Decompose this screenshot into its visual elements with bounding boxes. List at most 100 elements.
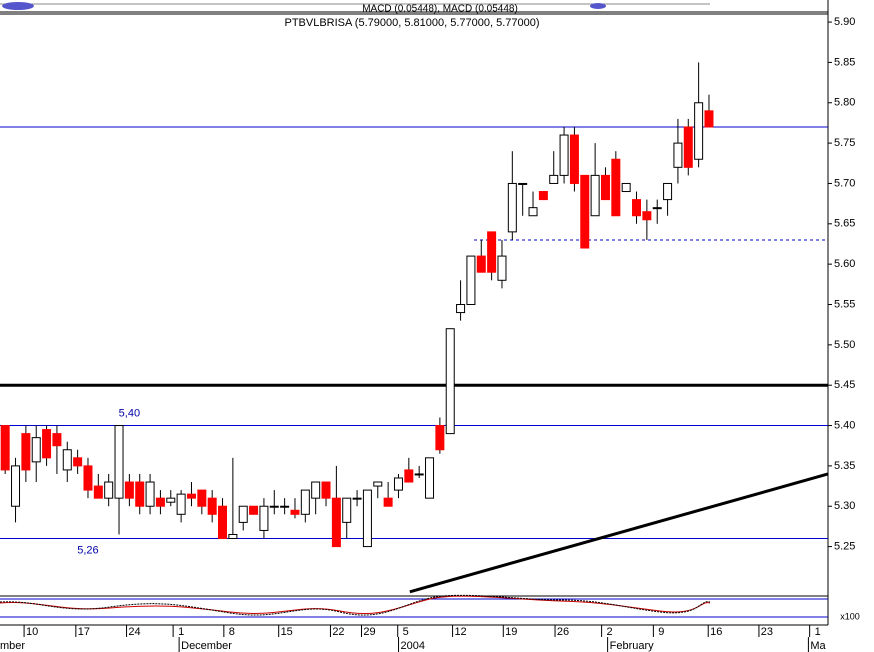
month-label: 2004 [401, 640, 425, 652]
candle-body [93, 485, 103, 499]
month-label: February [610, 640, 655, 652]
x-tick-label: 16 [710, 626, 722, 638]
y-tick-label: 5.40 [834, 419, 855, 431]
y-tick-label: 5.50 [834, 339, 855, 351]
candle-body [590, 174, 600, 217]
x-tick-label: 2 [607, 626, 613, 638]
candle-body [362, 489, 372, 548]
annotation: 5,26 [77, 545, 98, 557]
candle-body [352, 497, 362, 500]
candle-body [663, 182, 673, 201]
candle-body [383, 497, 393, 507]
candle-body [580, 174, 590, 249]
y-tick-label: 5.85 [834, 56, 855, 68]
y-tick-label: 5.90 [834, 16, 855, 28]
candle-body [621, 182, 631, 193]
indicator-line [0, 595, 711, 614]
candle-body [249, 505, 259, 515]
y-tick-label: 5.75 [834, 137, 855, 149]
candle-body [611, 158, 621, 217]
candle-body [259, 505, 269, 531]
candle-body [269, 505, 279, 508]
candle-body [404, 469, 414, 483]
candle-body [466, 255, 476, 306]
candle-body [135, 481, 145, 507]
strip-marker [590, 3, 606, 9]
x-tick-label: 10 [26, 626, 38, 638]
candle-body [228, 533, 238, 540]
candle-body [321, 481, 331, 499]
lower-panel [0, 594, 828, 618]
candle-body [538, 191, 548, 201]
candle-body [373, 481, 383, 487]
candle-body [497, 255, 507, 281]
candle-body [11, 465, 21, 507]
y-tick-label: 5.55 [834, 298, 855, 310]
candle-body [518, 182, 528, 185]
candle-body [414, 473, 424, 476]
candle-body [600, 174, 610, 201]
y-tick-label: 5.35 [834, 460, 855, 472]
chart-title: PTBVLBRISA (5.79000, 5.81000, 5.77000, 5… [284, 17, 539, 29]
candle-body [145, 481, 155, 507]
candle-body [704, 110, 714, 128]
candle-body [114, 425, 124, 499]
candle-body [311, 481, 321, 499]
x-tick-label: 17 [78, 626, 90, 638]
x-tick-label: 24 [128, 626, 140, 638]
candle-body [652, 207, 662, 210]
candle-body [52, 433, 62, 447]
trend-line [409, 472, 829, 594]
candle-body [83, 465, 93, 491]
candle-body [0, 425, 10, 471]
candle-body [393, 477, 403, 491]
strip-marker [2, 2, 34, 10]
top-strip [0, 2, 828, 15]
candle-body [569, 134, 579, 184]
x-tick-label: 8 [229, 626, 235, 638]
candle-body [456, 304, 466, 314]
y-tick-label: 5.60 [834, 258, 855, 270]
x-tick-label: 12 [454, 626, 466, 638]
x-tick-label: 1 [178, 626, 184, 638]
x-tick-label: 29 [363, 626, 375, 638]
candle-body [21, 433, 31, 471]
candle-body [104, 481, 114, 499]
candle-body [73, 457, 83, 467]
candle-body [694, 102, 704, 160]
candle-body [42, 429, 52, 459]
x-tick-label: 5 [403, 626, 409, 638]
candle-body [331, 497, 341, 548]
candle-body [62, 449, 72, 471]
x-tick-label: 22 [332, 626, 344, 638]
y-tick-label: 5.25 [834, 540, 855, 552]
x-tick-label: 1 [815, 626, 821, 638]
month-label: mber [0, 640, 25, 652]
indicator-label: MACD (0.05448), MACD (0.05448) [362, 4, 518, 15]
y-tick-label: 5.65 [834, 218, 855, 230]
x-tick-label: 19 [505, 626, 517, 638]
candle-body [632, 199, 642, 217]
annotation: 5,40 [119, 407, 140, 419]
candle-body [218, 505, 228, 540]
candle-body [342, 497, 352, 523]
x-tick-label: 23 [761, 626, 773, 638]
y-tick-label: 5.80 [834, 97, 855, 109]
candle-body [673, 142, 683, 168]
indicator-line [0, 594, 711, 616]
candle-body [176, 493, 186, 515]
candle-body [445, 328, 455, 435]
candle-body [476, 255, 486, 273]
candle-body [186, 493, 196, 499]
candle-body [683, 126, 693, 168]
candle-body [528, 207, 538, 217]
candle-body [166, 497, 176, 503]
candle-body [207, 497, 217, 515]
candle-body [300, 489, 310, 515]
candle-body [642, 211, 652, 221]
x-tick-label: 9 [658, 626, 664, 638]
y-tick-label: 5.30 [834, 500, 855, 512]
month-label: Ma [810, 640, 826, 652]
